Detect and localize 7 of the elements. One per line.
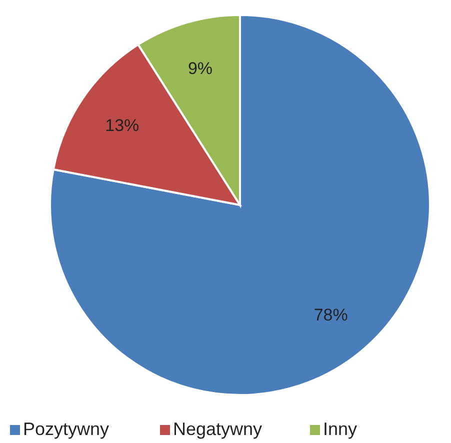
legend-label: Inny: [323, 419, 358, 439]
pie-slice: [49, 14, 431, 396]
data-label: 13%: [105, 116, 140, 135]
data-label: 9%: [188, 59, 213, 78]
data-label: 78%: [314, 306, 348, 325]
legend-label: Pozytywny: [23, 419, 110, 439]
legend-label: Negatywny: [173, 419, 262, 439]
